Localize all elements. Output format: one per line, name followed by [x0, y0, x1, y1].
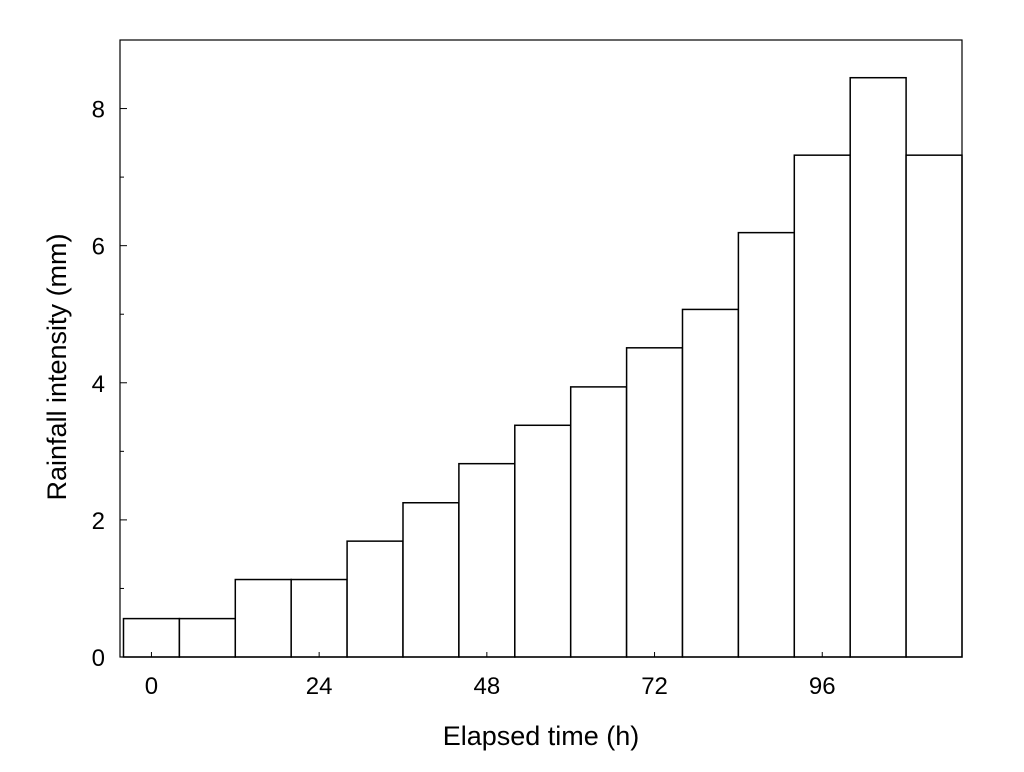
bar [402, 502, 460, 658]
bar [681, 308, 740, 658]
y-tick-label: 0 [92, 645, 105, 672]
bar [849, 76, 907, 658]
y-axis-ticks: 0 2 4 6 8 [92, 39, 127, 672]
bar [514, 424, 572, 658]
x-tick-label: 0 [145, 673, 158, 700]
y-tick-label: 2 [92, 508, 105, 535]
bar [346, 540, 404, 658]
bar [122, 617, 181, 658]
bar [737, 231, 796, 658]
plot-frame [119, 39, 963, 658]
y-tick-label: 4 [92, 371, 105, 398]
bar [905, 154, 963, 658]
bars-group [122, 76, 963, 658]
y-tick-label: 6 [92, 234, 105, 261]
x-axis-ticks: 0 24 48 72 96 [145, 652, 836, 700]
x-tick-label: 96 [809, 673, 836, 700]
y-axis-label: Rainfall intensity (mm) [42, 233, 72, 500]
y-tick-label: 8 [92, 97, 105, 124]
bar [569, 386, 628, 658]
x-tick-label: 48 [473, 673, 500, 700]
x-tick-label: 24 [306, 673, 333, 700]
x-axis-label: Elapsed time (h) [443, 721, 640, 751]
bar [234, 578, 292, 658]
bar [625, 347, 684, 658]
bar [458, 462, 516, 658]
bar [290, 578, 348, 658]
bar [178, 617, 237, 658]
x-tick-label: 72 [641, 673, 668, 700]
bar [793, 154, 851, 658]
